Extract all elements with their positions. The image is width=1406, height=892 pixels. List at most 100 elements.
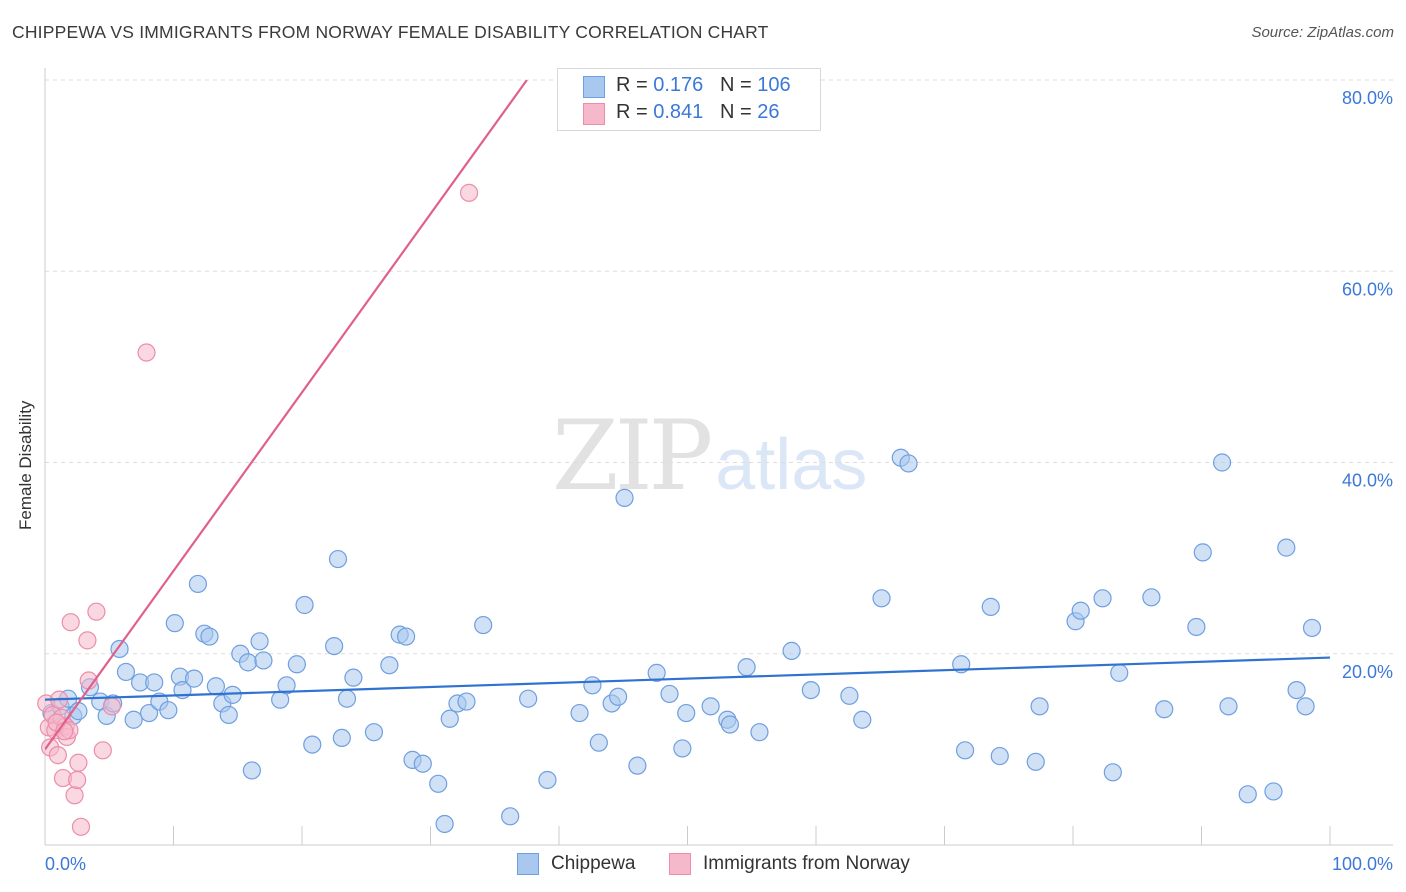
data-point-chippewa — [990, 746, 1009, 766]
data-point-chippewa — [1071, 601, 1090, 620]
trend-line-norway — [45, 80, 528, 751]
data-point-chippewa — [1187, 617, 1206, 637]
stats-legend: R = 0.176 N = 106 R = 0.841 N = 26 — [557, 68, 821, 131]
data-point-chippewa — [538, 770, 557, 790]
data-point-chippewa — [303, 735, 322, 754]
data-point-norway — [68, 770, 87, 790]
data-point-chippewa — [501, 807, 520, 826]
data-point-chippewa — [615, 488, 634, 507]
data-point-chippewa — [660, 684, 679, 704]
y-tick-label: 60.0% — [1342, 279, 1393, 299]
source-label: Source: ZipAtlas.com — [1251, 24, 1394, 41]
data-point-chippewa — [223, 685, 242, 704]
data-point-chippewa — [872, 589, 891, 608]
series-chippewa — [42, 448, 1322, 834]
data-point-norway — [93, 741, 112, 760]
data-point-chippewa — [124, 710, 143, 729]
data-point-chippewa — [583, 676, 602, 695]
data-point-chippewa — [701, 697, 720, 716]
norway-legend-swatch — [669, 853, 691, 875]
data-point-chippewa — [1093, 589, 1112, 608]
data-point-chippewa — [737, 658, 756, 677]
data-point-norway — [78, 631, 97, 650]
data-point-chippewa — [1142, 588, 1161, 607]
r-value: 0.176 — [653, 74, 704, 96]
data-point-chippewa — [1026, 752, 1045, 771]
data-point-chippewa — [955, 741, 975, 760]
data-point-chippewa — [413, 754, 432, 773]
n-label: N = — [719, 74, 758, 96]
data-point-norway — [87, 602, 106, 621]
data-point-chippewa — [1110, 663, 1129, 682]
chippewa-legend-swatch — [517, 853, 539, 875]
n-value: 26 — [757, 101, 780, 123]
data-point-chippewa — [206, 677, 226, 696]
data-point-chippewa — [364, 723, 384, 742]
data-point-chippewa — [440, 709, 459, 728]
data-point-chippewa — [1277, 538, 1296, 557]
data-point-chippewa — [609, 687, 628, 706]
data-point-chippewa — [277, 676, 296, 695]
trend-line-chippewa — [45, 656, 1331, 701]
data-point-norway — [65, 786, 84, 805]
data-point-chippewa — [344, 668, 363, 687]
data-point-chippewa — [474, 615, 493, 635]
data-point-chippewa — [1264, 782, 1283, 801]
data-point-chippewa — [853, 710, 872, 729]
data-point-chippewa — [429, 774, 448, 793]
data-point-chippewa — [159, 701, 178, 720]
data-point-chippewa — [337, 689, 357, 708]
data-point-chippewa — [677, 703, 696, 723]
data-point-chippewa — [219, 705, 238, 725]
data-point-chippewa — [1296, 697, 1315, 716]
data-point-chippewa — [673, 739, 692, 758]
data-point-chippewa — [457, 692, 476, 711]
x-tick-label: 0.0% — [45, 854, 86, 874]
data-point-chippewa — [254, 651, 273, 670]
data-point-chippewa — [325, 636, 344, 656]
y-axis-label: Female Disability — [16, 400, 35, 530]
data-point-chippewa — [840, 686, 859, 705]
y-tick-label: 80.0% — [1342, 88, 1393, 108]
data-point-chippewa — [1212, 453, 1232, 472]
data-point-chippewa — [238, 653, 258, 672]
data-point-chippewa — [287, 655, 306, 674]
data-point-norway — [102, 697, 121, 716]
y-tick-label: 20.0% — [1342, 662, 1393, 682]
data-point-chippewa — [145, 673, 164, 692]
data-point-norway — [48, 746, 67, 765]
data-point-chippewa — [1302, 618, 1322, 638]
x-tick-label: 100.0% — [1332, 854, 1393, 874]
data-point-chippewa — [589, 733, 608, 752]
data-point-chippewa — [435, 814, 454, 834]
data-point-chippewa — [332, 728, 351, 748]
data-point-chippewa — [1103, 763, 1122, 782]
data-point-chippewa — [628, 756, 647, 775]
data-point-norway — [61, 613, 80, 632]
data-point-chippewa — [242, 761, 261, 780]
legend-item-norway: Immigrants from Norway — [669, 851, 910, 877]
data-point-chippewa — [981, 597, 1000, 616]
legend-item-chippewa: Chippewa — [517, 851, 636, 877]
data-point-chippewa — [200, 627, 219, 646]
data-point-chippewa — [720, 715, 740, 734]
data-point-chippewa — [750, 723, 769, 742]
data-point-chippewa — [647, 663, 666, 682]
data-point-chippewa — [570, 703, 589, 723]
data-point-chippewa — [116, 662, 136, 682]
data-point-chippewa — [250, 632, 269, 651]
r-label: R = — [616, 101, 654, 123]
chart-title: CHIPPEWA VS IMMIGRANTS FROM NORWAY FEMAL… — [12, 22, 769, 42]
data-point-norway — [71, 817, 91, 836]
data-point-chippewa — [899, 454, 918, 473]
n-value: 106 — [757, 74, 791, 96]
data-point-norway — [459, 183, 479, 202]
legend-label-chippewa: Chippewa — [551, 853, 636, 874]
data-point-chippewa — [380, 656, 399, 675]
legend-label-norway: Immigrants from Norway — [703, 853, 910, 874]
y-tick-label: 40.0% — [1342, 471, 1393, 491]
data-point-chippewa — [328, 549, 348, 569]
data-point-chippewa — [184, 669, 204, 688]
data-point-chippewa — [1193, 543, 1212, 562]
